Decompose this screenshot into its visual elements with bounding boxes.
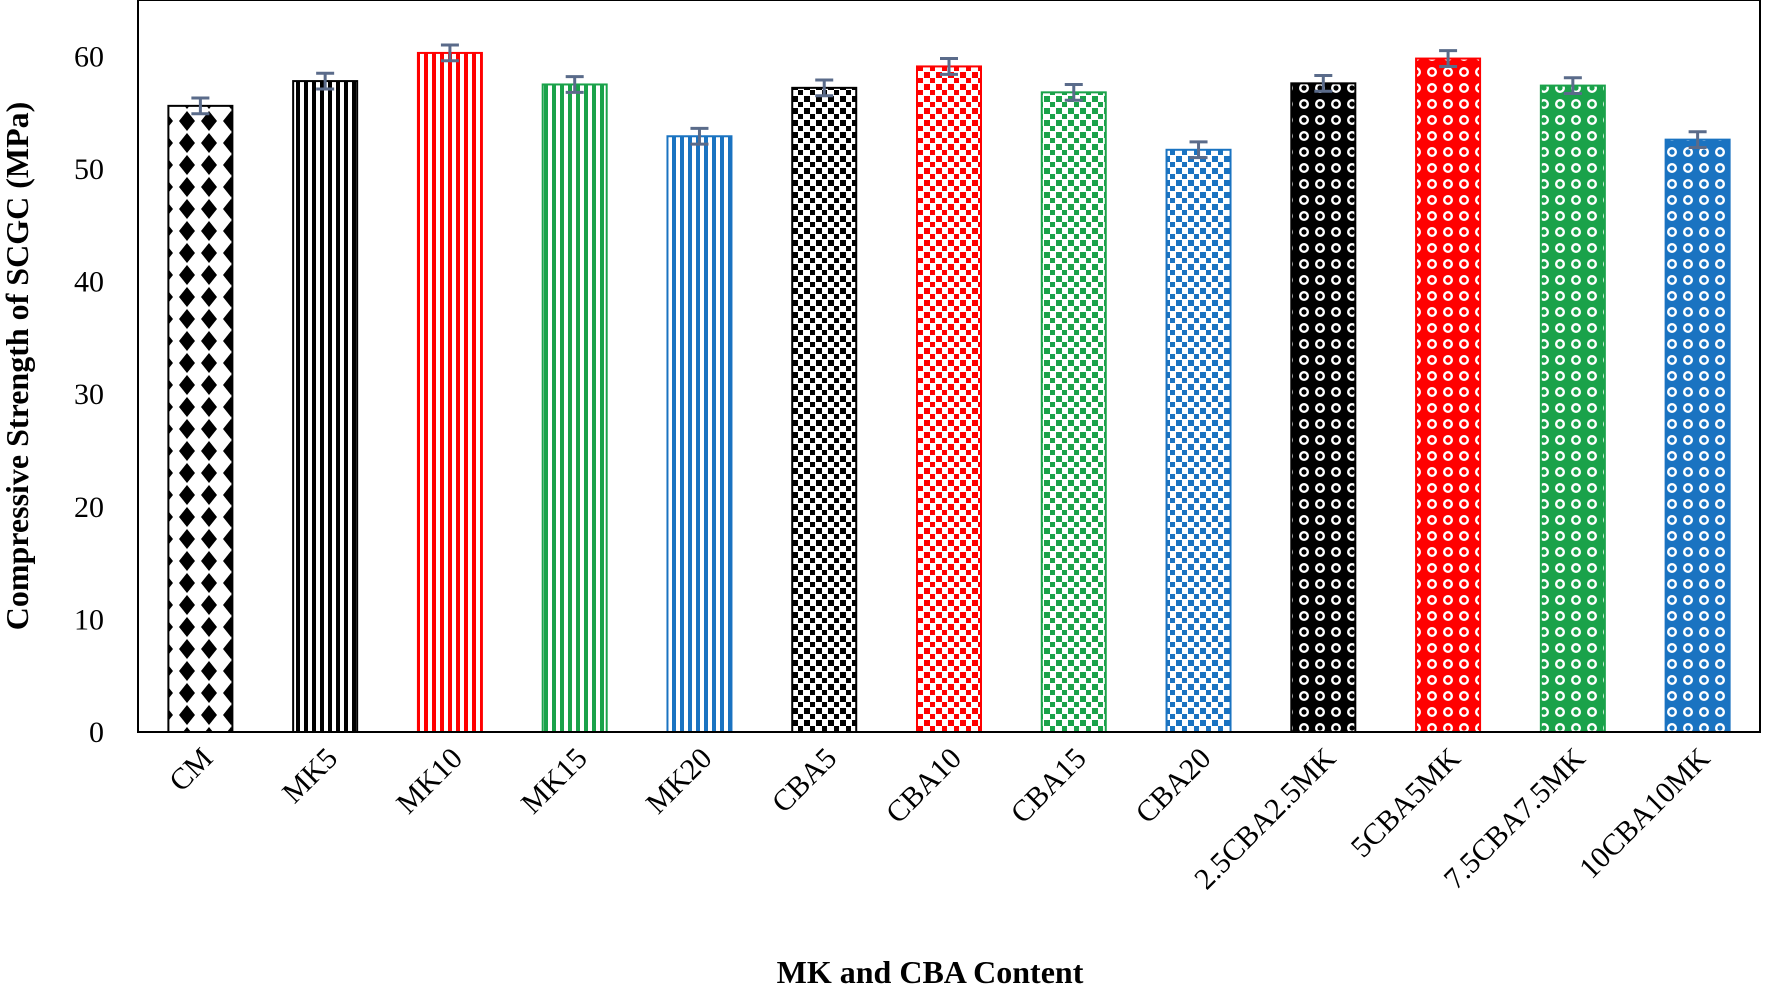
error-bar-CBA5 [815,78,834,98]
x-tick-label-5CBA5MK: 5CBA5MK [1345,741,1468,864]
error-bar-MK20 [690,126,709,146]
error-bar-MK15 [565,75,584,94]
y-tick-label-20: 20 [74,491,104,524]
bar-CBA20 [1165,148,1232,734]
error-bars-group [191,43,1707,160]
y-tick-label-60: 60 [74,40,104,73]
y-tick-label-50: 50 [74,153,104,186]
x-tick-label-MK5: MK5 [276,742,344,810]
bar-10CBA10MK [1664,138,1731,734]
bar-MK15 [541,83,608,733]
bar-5CBA5MK [1415,57,1482,734]
error-bar-2.5CBA2.5MK [1314,73,1333,93]
x-axis-title: MK and CBA Content [777,954,1084,988]
error-bar-7.5CBA7.5MK [1563,76,1582,95]
error-bar-CBA10 [940,57,958,76]
y-axis-ticks: 0 10 20 30 40 50 60 [74,40,104,749]
error-bar-10CBA10MK [1688,130,1707,150]
x-tick-label-CM: CM [163,742,219,798]
bar-CBA10 [916,65,982,734]
x-tick-label-MK15: MK15 [515,742,594,821]
x-axis-category-labels: CM MK5 MK10 MK15 MK20 CBA5 CBA10 CBA15 CBA202.5C… [163,741,1717,895]
bar-2.5CBA2.5MK [1290,82,1357,733]
error-bar-CM [191,96,210,116]
x-tick-label-10CBA10MK: 10CBA10MK [1573,741,1717,885]
error-bar-MK5 [316,71,335,91]
x-tick-label-MK20: MK20 [640,742,719,821]
error-bar-MK10 [440,43,459,63]
y-axis-title: Compressive Strength of SCGC (MPa) [0,102,35,631]
bars-group [167,51,1731,734]
y-tick-label-10: 10 [74,603,104,636]
bar-MK20 [666,135,733,734]
error-bar-CBA15 [1064,82,1083,102]
y-tick-label-30: 30 [74,378,104,411]
y-tick-label-0: 0 [89,716,104,749]
error-bar-CBA20 [1189,140,1208,160]
x-tick-label-CBA10: CBA10 [880,742,968,830]
bar-CBA5 [791,86,858,733]
bar-CM [167,104,234,733]
x-tick-label-CBA5: CBA5 [766,742,844,820]
x-tick-label-CBA20: CBA20 [1129,742,1217,830]
x-tick-label-CBA15: CBA15 [1005,742,1093,830]
error-bar-5CBA5MK [1439,49,1458,68]
y-tick-label-40: 40 [74,266,104,299]
bar-CBA15 [1040,91,1107,734]
bar-MK10 [416,51,483,733]
x-tick-label-MK10: MK10 [390,742,469,821]
bar-7.5CBA7.5MK [1539,84,1606,733]
bar-MK5 [292,80,359,734]
